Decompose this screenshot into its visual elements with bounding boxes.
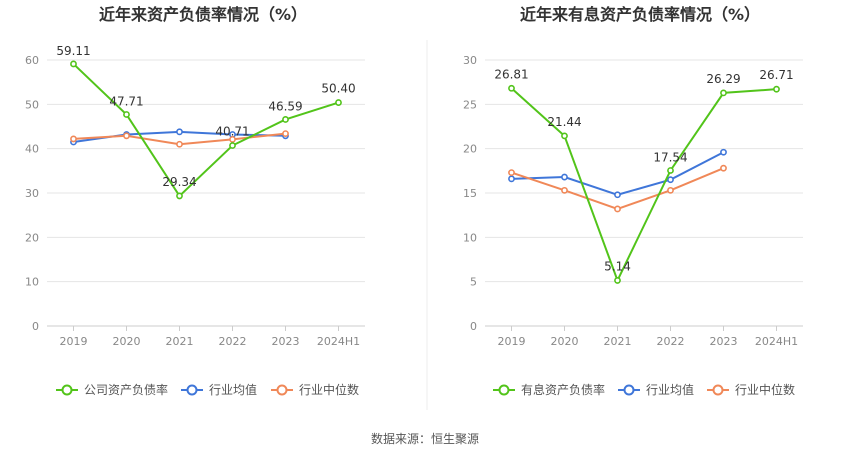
x-tick-label: 2020 — [551, 335, 579, 348]
data-point — [561, 132, 568, 140]
y-tick-label: 5 — [470, 276, 477, 289]
data-label: 59.11 — [56, 44, 90, 58]
data-point — [123, 132, 130, 140]
legend-avg[interactable]: 行业均值 — [618, 382, 694, 397]
x-tick-label: 2023 — [710, 335, 738, 348]
data-point — [282, 130, 289, 137]
legend-company[interactable]: 公司资产负债率 — [56, 382, 168, 397]
legend-avg[interactable]: 行业均值 — [181, 382, 257, 397]
chart-title: 近年来资产负债率情况（%） — [99, 5, 307, 24]
series-line — [510, 87, 777, 283]
data-point — [282, 116, 289, 123]
data-label: 29.34 — [162, 175, 196, 189]
legend-label: 有息资产负债率 — [521, 382, 605, 397]
legend-median[interactable]: 行业中位数 — [271, 382, 359, 397]
data-label: 26.81 — [494, 67, 528, 81]
y-tick-label: 50 — [25, 98, 39, 111]
y-tick-label: 25 — [463, 98, 477, 111]
legend-label: 行业中位数 — [299, 382, 359, 397]
data-point — [720, 148, 727, 156]
series-line — [72, 63, 339, 198]
data-point — [70, 60, 77, 68]
x-tick-label: 2019 — [498, 335, 526, 348]
data-point — [229, 135, 236, 143]
data-label: 26.29 — [706, 72, 740, 86]
data-point — [123, 111, 130, 118]
data-label: 46.59 — [268, 99, 302, 113]
data-point — [176, 128, 183, 136]
data-point — [335, 99, 342, 106]
legend-label: 行业均值 — [209, 382, 257, 397]
source-label: 数据来源：恒生聚源 — [371, 431, 479, 446]
data-point — [667, 186, 674, 194]
legend-marker — [186, 384, 198, 396]
legend-label: 公司资产负债率 — [84, 382, 168, 397]
data-label: 5.14 — [604, 259, 631, 273]
data-point — [176, 140, 183, 148]
y-tick-label: 30 — [463, 54, 477, 67]
series-line — [511, 151, 724, 196]
y-tick-label: 10 — [463, 231, 477, 244]
data-point — [720, 164, 727, 172]
x-tick-label: 2021 — [166, 335, 194, 348]
data-label: 50.40 — [321, 82, 355, 96]
x-tick-label: 2023 — [272, 335, 300, 348]
data-point — [176, 192, 183, 200]
data-point — [508, 169, 515, 177]
series-line — [511, 167, 724, 211]
legend-marker — [276, 384, 288, 396]
data-label: 17.54 — [653, 150, 687, 164]
y-tick-label: 10 — [25, 276, 39, 289]
x-tick-label: 2022 — [219, 335, 247, 348]
data-point — [614, 205, 621, 213]
y-tick-label: 20 — [463, 143, 477, 156]
legend-label: 行业中位数 — [735, 382, 795, 397]
y-tick-label: 30 — [25, 187, 39, 200]
data-point — [667, 167, 674, 174]
x-tick-label: 2022 — [657, 335, 685, 348]
y-tick-label: 0 — [470, 320, 477, 333]
data-point — [561, 186, 568, 194]
x-tick-label: 2024H1 — [755, 335, 798, 348]
legend-median[interactable]: 行业中位数 — [707, 382, 795, 397]
debt-ratio-chart: 近年来资产负债率情况（%） 0 10 20 30 40 50 60 2019 2020 2021 20… — [25, 5, 365, 397]
y-tick-label: 20 — [25, 231, 39, 244]
data-label: 21.44 — [547, 115, 581, 129]
y-tick-label: 0 — [32, 320, 39, 333]
data-point — [614, 191, 621, 199]
chart-title: 近年来有息资产负债率情况（%） — [520, 5, 760, 24]
x-tick-label: 2019 — [60, 335, 88, 348]
x-tick-label: 2024H1 — [317, 335, 360, 348]
data-point — [773, 85, 780, 93]
data-point — [229, 142, 236, 149]
x-tick-label: 2021 — [604, 335, 632, 348]
data-point — [720, 89, 727, 97]
interest-debt-ratio-chart: 近年来有息资产负债率情况（%） 0 5 10 15 20 25 30 2019 2020 2021 2… — [463, 5, 803, 397]
legend-company[interactable]: 有息资产负债率 — [493, 382, 605, 397]
data-point — [508, 84, 515, 92]
legend-marker — [498, 384, 510, 396]
legend-marker — [623, 384, 635, 396]
data-point — [614, 277, 621, 284]
legend-marker — [61, 384, 73, 396]
data-point — [70, 135, 77, 143]
data-label: 26.71 — [759, 68, 793, 82]
data-label: 47.71 — [109, 94, 143, 108]
legend-marker — [712, 384, 724, 396]
y-tick-label: 60 — [25, 54, 39, 67]
y-tick-label: 40 — [25, 143, 39, 156]
legend-label: 行业均值 — [646, 382, 694, 397]
x-tick-label: 2020 — [113, 335, 141, 348]
y-tick-label: 15 — [463, 187, 477, 200]
data-point — [667, 176, 674, 184]
data-point — [561, 173, 568, 181]
data-point — [508, 175, 515, 183]
data-label: 40.71 — [215, 125, 249, 139]
